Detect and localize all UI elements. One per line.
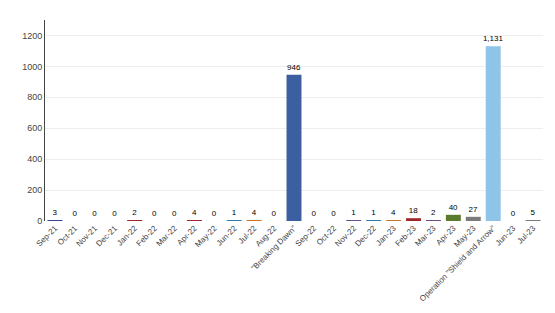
svg-text:Apr-22: Apr-22 <box>175 223 199 247</box>
svg-text:0: 0 <box>331 209 336 218</box>
svg-text:Feb-22: Feb-22 <box>135 223 160 248</box>
svg-text:May-22: May-22 <box>193 223 219 249</box>
svg-text:Oct-22: Oct-22 <box>315 223 339 247</box>
svg-text:18: 18 <box>409 206 418 215</box>
svg-text:Operation "Shield and Arrow": Operation "Shield and Arrow" <box>418 224 498 304</box>
svg-text:800: 800 <box>27 92 42 102</box>
svg-text:2: 2 <box>132 208 137 217</box>
svg-text:0: 0 <box>37 216 42 226</box>
svg-text:3: 3 <box>52 208 57 217</box>
svg-text:600: 600 <box>27 123 42 133</box>
svg-text:Mar-23: Mar-23 <box>413 223 438 248</box>
svg-text:1: 1 <box>232 208 237 217</box>
svg-text:Jan-23: Jan-23 <box>374 223 398 247</box>
svg-text:4: 4 <box>192 208 197 217</box>
svg-text:Oct-21: Oct-21 <box>56 223 80 247</box>
svg-text:1: 1 <box>351 208 356 217</box>
svg-text:0: 0 <box>311 209 316 218</box>
svg-text:Jul-22: Jul-22 <box>237 223 259 245</box>
svg-text:1000: 1000 <box>22 62 42 72</box>
svg-text:2: 2 <box>431 208 436 217</box>
svg-text:Nov-22: Nov-22 <box>333 223 358 248</box>
svg-text:0: 0 <box>152 209 157 218</box>
svg-text:400: 400 <box>27 154 42 164</box>
svg-text:946: 946 <box>287 63 301 72</box>
svg-text:1: 1 <box>371 208 376 217</box>
svg-text:0: 0 <box>272 209 277 218</box>
svg-text:Jul-23: Jul-23 <box>516 223 538 245</box>
svg-text:0: 0 <box>92 209 97 218</box>
svg-text:Apr-23: Apr-23 <box>434 223 458 247</box>
svg-text:0: 0 <box>72 209 77 218</box>
svg-text:Jan-22: Jan-22 <box>115 223 139 247</box>
svg-text:Sep-21: Sep-21 <box>35 223 60 248</box>
svg-text:0: 0 <box>212 209 217 218</box>
svg-text:Dec-22: Dec-22 <box>353 223 378 248</box>
svg-text:0: 0 <box>112 209 117 218</box>
svg-text:May-23: May-23 <box>452 223 478 249</box>
svg-text:4: 4 <box>391 208 396 217</box>
svg-text:Jun-22: Jun-22 <box>215 223 239 247</box>
svg-text:Sep-22: Sep-22 <box>294 223 319 248</box>
svg-text:4: 4 <box>252 208 257 217</box>
svg-text:Jun-23: Jun-23 <box>494 223 518 247</box>
svg-text:Aug-22: Aug-22 <box>254 223 279 248</box>
svg-text:200: 200 <box>27 185 42 195</box>
svg-text:Dec-21: Dec-21 <box>94 223 119 248</box>
svg-text:Feb-23: Feb-23 <box>393 223 418 248</box>
svg-text:1200: 1200 <box>22 31 42 41</box>
svg-text:Nov-21: Nov-21 <box>74 223 99 248</box>
svg-text:0: 0 <box>172 209 177 218</box>
svg-text:1,131: 1,131 <box>483 34 504 43</box>
svg-text:40: 40 <box>449 203 458 212</box>
svg-text:5: 5 <box>531 208 536 217</box>
svg-text:Mar-22: Mar-22 <box>154 223 179 248</box>
svg-text:27: 27 <box>469 205 478 214</box>
svg-text:"Breaking Dawn": "Breaking Dawn" <box>249 224 298 273</box>
svg-text:0: 0 <box>511 209 516 218</box>
